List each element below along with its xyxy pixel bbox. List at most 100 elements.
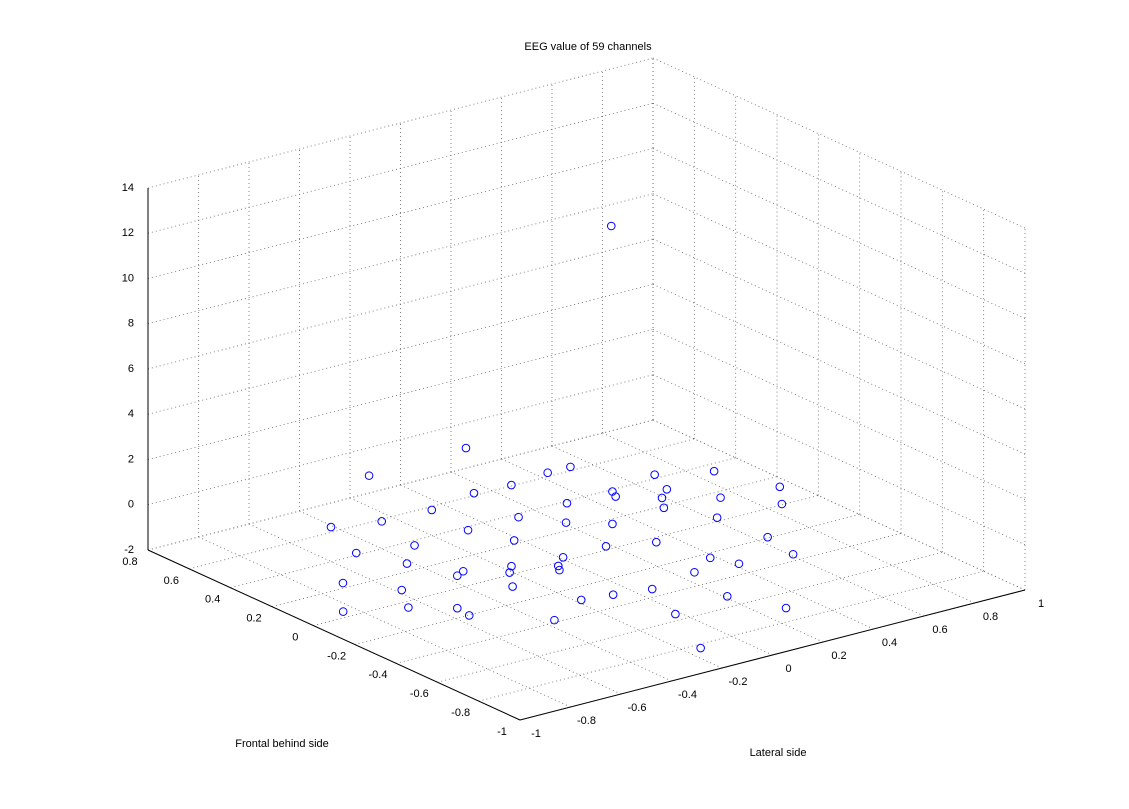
y-axis-line bbox=[147, 549, 521, 721]
y-tick-label: 0 bbox=[292, 631, 298, 643]
grid-line bbox=[147, 374, 654, 506]
grid-line bbox=[248, 523, 622, 695]
data-point bbox=[410, 541, 419, 550]
x-tick-label: 0 bbox=[785, 663, 791, 675]
x-tick-label: 0.6 bbox=[932, 624, 947, 636]
y-tick-label: -0.6 bbox=[410, 688, 429, 700]
data-point bbox=[452, 571, 462, 581]
grid-line bbox=[147, 57, 654, 189]
data-point bbox=[690, 567, 699, 577]
grid-line bbox=[198, 536, 571, 708]
grid-line bbox=[354, 514, 860, 645]
x-tick-label: -1 bbox=[531, 728, 541, 740]
grid-line bbox=[478, 570, 984, 702]
data-point bbox=[427, 505, 437, 515]
y-axis-label: Frontal behind side bbox=[235, 738, 329, 750]
x-axis-label: Lateral side bbox=[750, 747, 807, 759]
grid-line bbox=[652, 419, 1026, 591]
data-point bbox=[463, 525, 473, 535]
data-point bbox=[608, 519, 617, 529]
data-point bbox=[555, 565, 564, 575]
z-tick-label: 14 bbox=[122, 182, 134, 194]
data-point bbox=[781, 603, 791, 613]
data-point bbox=[763, 532, 772, 542]
data-point bbox=[659, 503, 669, 513]
grid-line bbox=[551, 445, 925, 617]
x-tick-label: 0.4 bbox=[882, 637, 897, 649]
y-tick-label: 0.8 bbox=[122, 556, 137, 568]
data-point bbox=[464, 611, 474, 620]
y-tick-label: -0.8 bbox=[451, 707, 470, 719]
grid-line bbox=[652, 193, 1026, 365]
data-point bbox=[608, 590, 618, 599]
data-point bbox=[469, 488, 479, 498]
grid-line bbox=[299, 510, 672, 682]
z-tick-label: 0 bbox=[128, 499, 134, 511]
data-point bbox=[788, 549, 798, 559]
grid-line bbox=[450, 471, 824, 643]
data-point bbox=[364, 471, 374, 480]
y-tick-label: -1 bbox=[497, 726, 507, 738]
grid-line bbox=[349, 497, 723, 669]
data-point bbox=[458, 566, 468, 576]
data-point bbox=[461, 443, 471, 453]
data-point bbox=[562, 498, 572, 508]
z-tick-label: 10 bbox=[122, 272, 134, 284]
data-point bbox=[696, 643, 705, 653]
y-tick-label: 0.4 bbox=[205, 594, 220, 606]
grid-line bbox=[189, 438, 695, 570]
data-point bbox=[452, 603, 462, 613]
grid-line bbox=[652, 329, 1026, 500]
data-point bbox=[338, 578, 348, 588]
data-point bbox=[351, 548, 361, 558]
grid-line bbox=[652, 283, 1026, 455]
data-point bbox=[775, 482, 785, 492]
grid bbox=[147, 57, 1026, 721]
data-point bbox=[508, 582, 517, 591]
data-point bbox=[712, 513, 722, 523]
data-point bbox=[671, 609, 680, 619]
x-tick-label: -0.8 bbox=[577, 715, 596, 727]
data-point bbox=[558, 553, 568, 562]
data-point bbox=[550, 615, 559, 625]
grid-line bbox=[147, 329, 654, 460]
y-tick-label: 0.2 bbox=[246, 613, 261, 625]
grid-line bbox=[147, 148, 654, 279]
data-point bbox=[561, 518, 571, 527]
x-axis-line bbox=[519, 589, 1026, 721]
z-tick-label: 4 bbox=[128, 408, 134, 420]
x-tick-label: 0.8 bbox=[983, 611, 998, 623]
grid-line bbox=[147, 102, 654, 234]
data-point bbox=[553, 561, 563, 571]
grid-line bbox=[271, 476, 778, 608]
chart-title: EEG value of 59 channels bbox=[524, 41, 652, 53]
data-point bbox=[397, 585, 407, 595]
data-point bbox=[652, 537, 661, 547]
data-point bbox=[326, 522, 336, 532]
y-tick-label: -0.4 bbox=[369, 669, 388, 681]
data-point bbox=[404, 603, 413, 612]
data-point bbox=[705, 553, 715, 563]
data-point bbox=[662, 485, 672, 494]
data-point bbox=[509, 536, 519, 545]
data-point bbox=[647, 584, 657, 594]
z-tick-label: 12 bbox=[122, 227, 134, 239]
grid-line bbox=[147, 419, 654, 551]
z-tick-label: 6 bbox=[128, 363, 134, 375]
z-tick-label: 2 bbox=[128, 453, 134, 465]
grid-line bbox=[652, 238, 1026, 410]
grid-line bbox=[400, 484, 773, 656]
grid-line bbox=[395, 532, 902, 664]
data-point bbox=[507, 561, 516, 571]
data-point bbox=[543, 468, 552, 478]
grid-line bbox=[602, 432, 975, 604]
data-point bbox=[402, 559, 412, 568]
data-point bbox=[657, 493, 667, 503]
data-point bbox=[601, 542, 611, 551]
data-point bbox=[338, 607, 348, 616]
z-tick-label: 8 bbox=[128, 318, 134, 330]
grid-line bbox=[652, 148, 1026, 319]
x-tick-label: -0.4 bbox=[678, 689, 697, 701]
data-point bbox=[377, 517, 387, 526]
